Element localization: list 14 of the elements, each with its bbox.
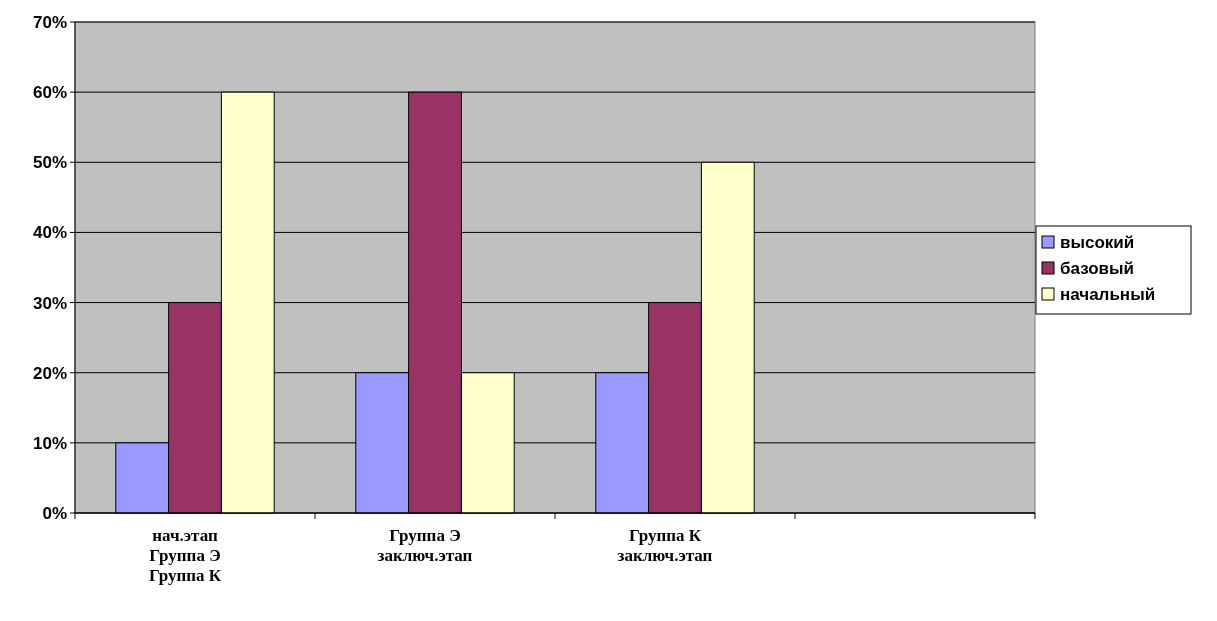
x-tick-label: Группа К заключ.этап — [617, 526, 713, 565]
y-tick-label: 60% — [32, 83, 67, 103]
y-tick-label: 40% — [32, 223, 67, 243]
y-tick-label: 10% — [32, 433, 67, 453]
x-tick-label: нач.этап Группа Э Группа К — [148, 526, 222, 585]
y-tick-label: 20% — [32, 363, 67, 383]
legend-label: базовый — [1060, 258, 1134, 278]
y-tick-label: 30% — [32, 293, 67, 313]
y-tick-label: 50% — [32, 153, 67, 173]
y-tick-label: 70% — [32, 12, 67, 32]
legend-label: высокий — [1060, 232, 1135, 252]
y-tick-label: 0% — [42, 503, 67, 523]
legend-label: начальный — [1060, 284, 1156, 304]
x-tick-label: Группа Э заключ.этап — [377, 526, 473, 565]
